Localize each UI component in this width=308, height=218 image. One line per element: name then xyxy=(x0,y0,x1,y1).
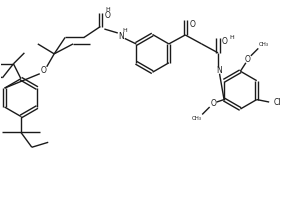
Text: O: O xyxy=(40,66,46,75)
Text: O: O xyxy=(210,99,216,108)
Text: O: O xyxy=(222,37,228,46)
Text: O: O xyxy=(245,55,250,64)
Text: N: N xyxy=(118,32,124,41)
Text: Cl: Cl xyxy=(274,97,281,107)
Text: CH₃: CH₃ xyxy=(259,42,269,47)
Text: O: O xyxy=(189,20,195,29)
Text: H: H xyxy=(123,28,128,33)
Text: O: O xyxy=(104,11,110,20)
Text: N: N xyxy=(216,66,222,75)
Text: H: H xyxy=(105,7,110,12)
Text: CH₃: CH₃ xyxy=(192,116,202,121)
Text: H: H xyxy=(229,36,234,41)
